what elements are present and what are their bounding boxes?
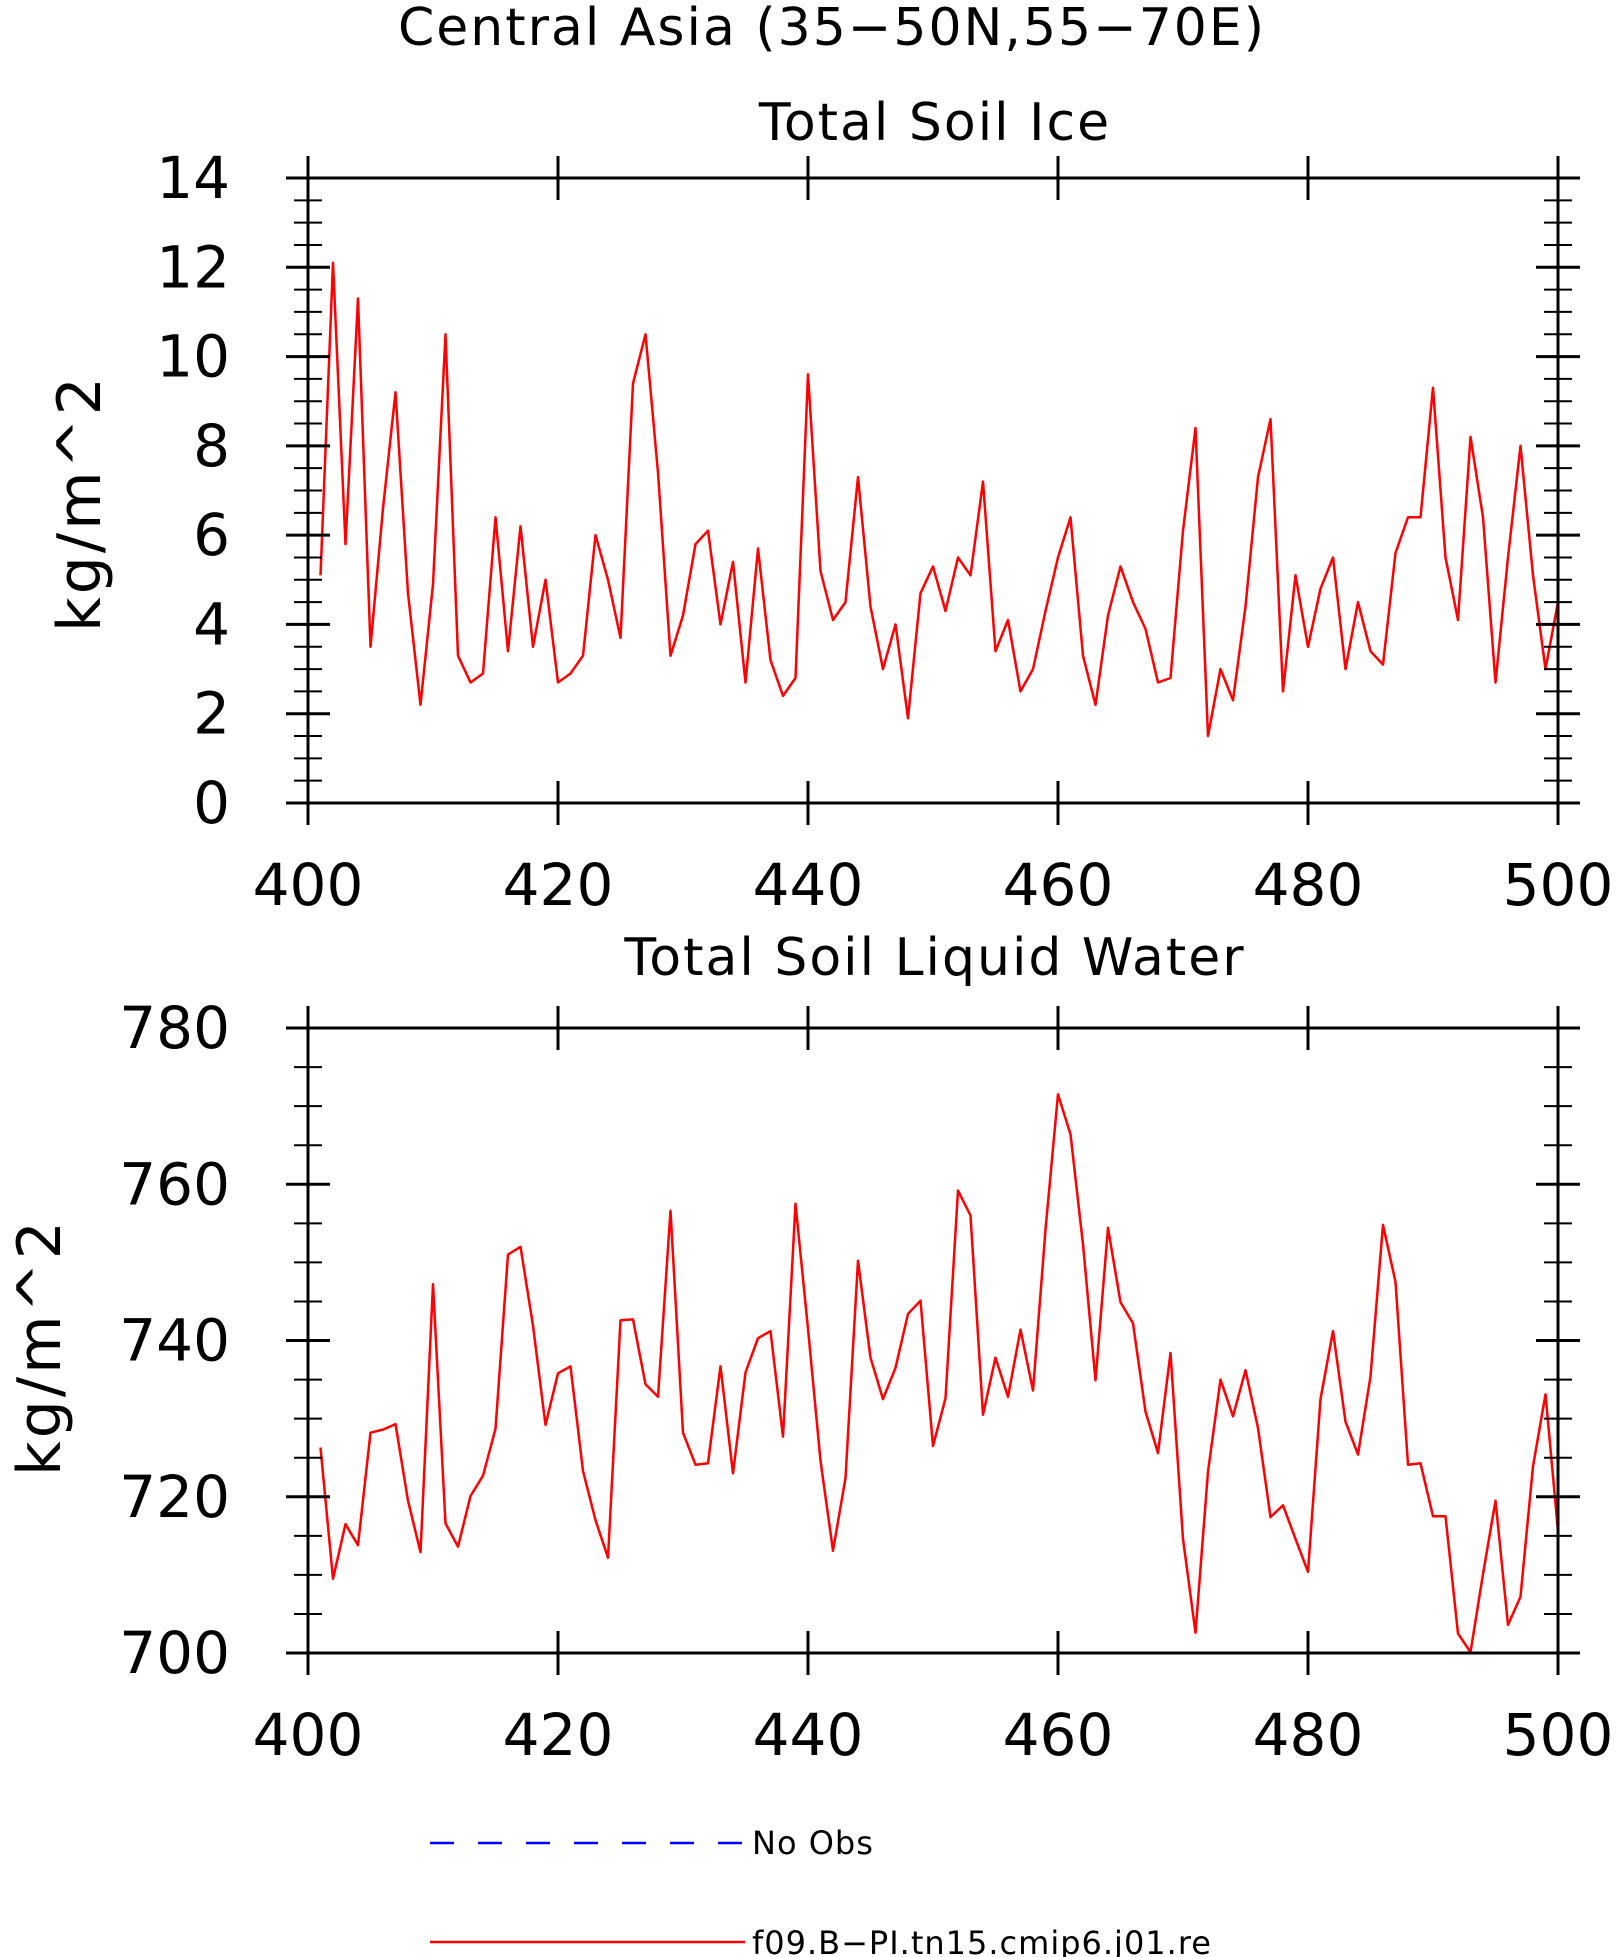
- plot-frame: [306, 176, 1560, 805]
- plot-frame: [306, 1026, 1560, 1655]
- y-tick-label: 740: [119, 1307, 230, 1375]
- x-tick-label: 500: [1503, 851, 1614, 919]
- legend-label-model: f09.B−PI.tn15.cmip6.j01.re: [752, 1924, 1212, 1957]
- x-tick-label: 500: [1503, 1701, 1614, 1769]
- series-line-total-soil-liquid-water: [319, 1093, 1560, 1654]
- y-tick-label: 760: [119, 1150, 230, 1218]
- chart-title-soil-liquid-water: Total Soil Liquid Water: [623, 928, 1245, 988]
- chart-soil-ice: 400 420 440 460 480 500 0 2 4 6 8 10 12 14: [156, 144, 1613, 919]
- y-tick-label: 14: [156, 144, 230, 212]
- y-tick-label: 780: [119, 994, 230, 1062]
- y-tick-label: 720: [119, 1463, 230, 1531]
- series-line-total-soil-ice: [319, 261, 1560, 738]
- y-tick-label: 8: [193, 412, 230, 480]
- x-tick-label: 440: [753, 851, 864, 919]
- x-tick-label: 420: [503, 1701, 614, 1769]
- y-tick-label: 10: [156, 323, 230, 391]
- chart-soil-liquid-water: 400 420 440 460 480 500 700 720 740 760 780: [119, 994, 1613, 1769]
- y-axis-label-soil-liquid-water: kg/m^2: [5, 1218, 75, 1476]
- legend-item-model: f09.B−PI.tn15.cmip6.j01.re: [430, 1924, 1212, 1957]
- figure-title: Central Asia (35−50N,55−70E): [398, 0, 1266, 58]
- y-tick-label: 2: [193, 680, 230, 748]
- y-tick-label: 6: [193, 501, 230, 569]
- legend-label-obs: No Obs: [752, 1824, 874, 1862]
- chart-title-soil-ice: Total Soil Ice: [758, 93, 1111, 153]
- y-tick-label: 0: [193, 769, 230, 837]
- x-tick-label: 440: [753, 1701, 864, 1769]
- y-axis-label-soil-ice: kg/m^2: [45, 374, 115, 632]
- x-tick-label: 480: [1253, 1701, 1364, 1769]
- y-tick-label: 4: [193, 590, 230, 658]
- x-tick-label: 480: [1253, 851, 1364, 919]
- y-tick-label: 12: [156, 233, 230, 301]
- legend: No Obs f09.B−PI.tn15.cmip6.j01.re: [430, 1824, 1212, 1957]
- x-tick-label: 400: [253, 1701, 364, 1769]
- x-tick-label: 420: [503, 851, 614, 919]
- x-tick-label: 460: [1003, 1701, 1114, 1769]
- x-tick-label: 400: [253, 851, 364, 919]
- y-tick-label: 700: [119, 1619, 230, 1687]
- x-tick-label: 460: [1003, 851, 1114, 919]
- legend-item-obs: No Obs: [430, 1824, 874, 1862]
